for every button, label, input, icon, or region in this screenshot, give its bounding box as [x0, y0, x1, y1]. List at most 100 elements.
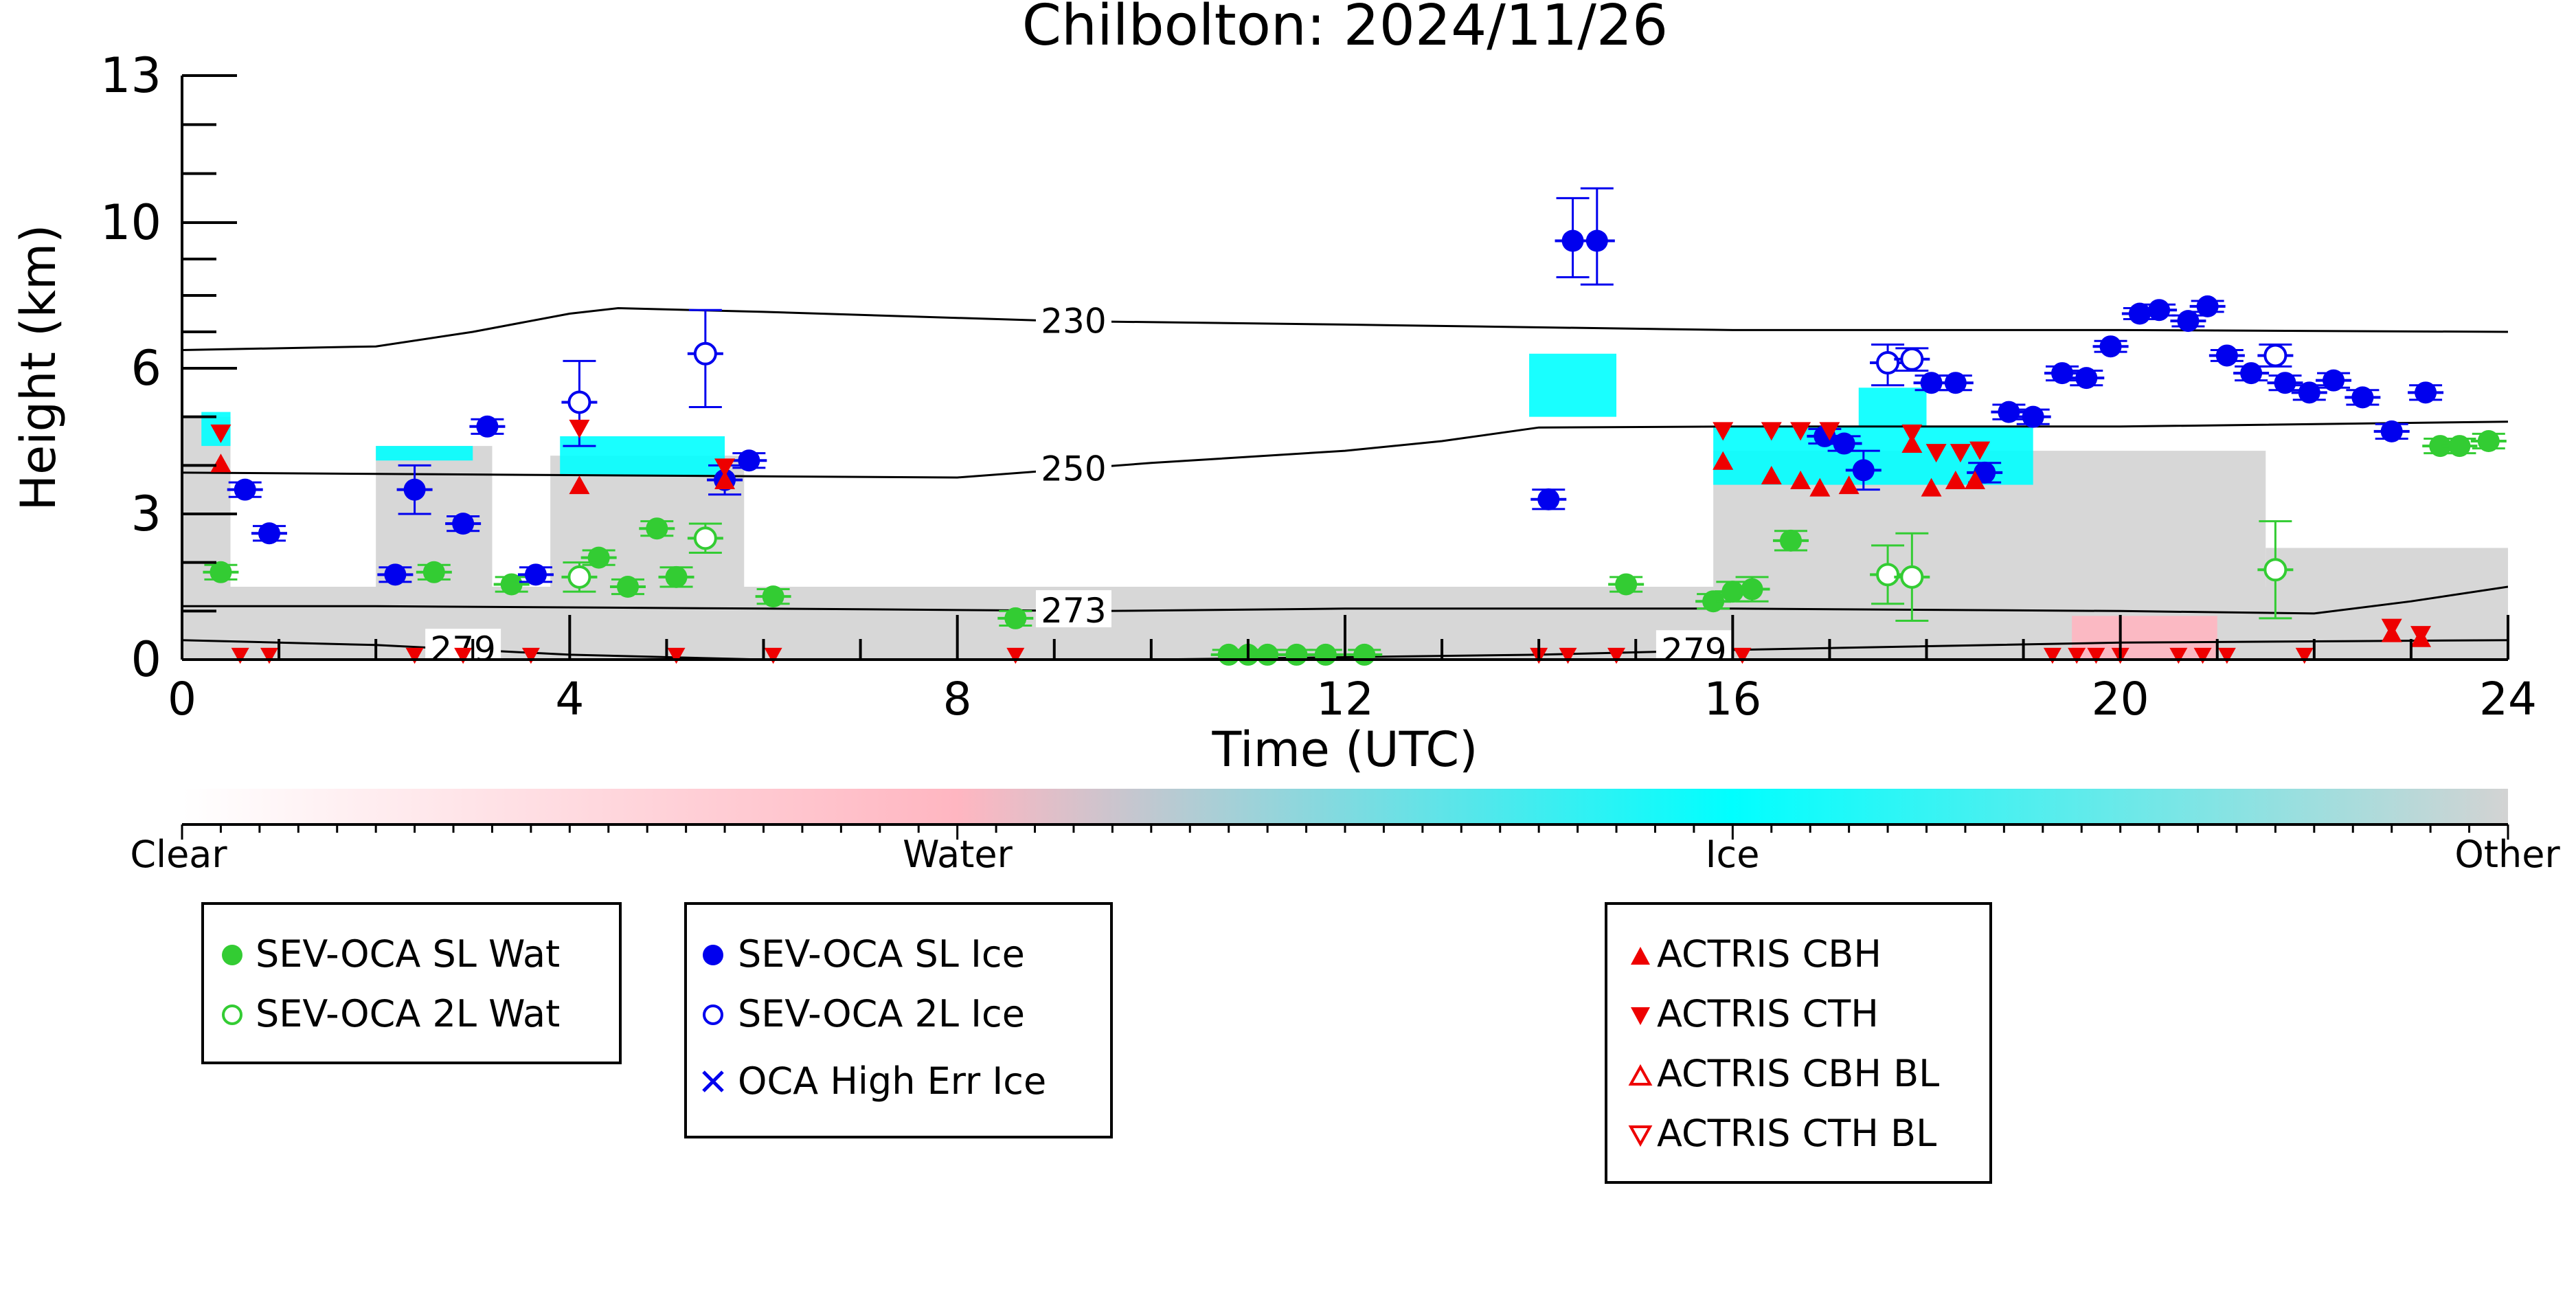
x-tick-label: 0: [168, 673, 196, 726]
legend-marker-2l-ice: [703, 1004, 723, 1025]
data-point: [1809, 478, 1831, 497]
data-point: [2448, 435, 2471, 458]
y-axis-ticks: 0 3 6 10 13: [100, 47, 237, 688]
legend-water-frame: [201, 902, 622, 1064]
legend-label-cbh-bl: ACTRIS CBH BL: [1657, 1052, 1939, 1095]
x-axis-ticks: 0 4 8 12 16 20 24: [168, 615, 2537, 726]
data-point: [1921, 478, 1942, 497]
contour-label-250: 250: [1041, 449, 1106, 489]
data-point: [2169, 647, 2188, 664]
data-point: [1741, 578, 1763, 600]
data-point: [2263, 344, 2287, 368]
data-point: [567, 565, 591, 589]
data-point: [1607, 647, 1626, 664]
data-point: [2043, 647, 2061, 664]
data-point: [714, 458, 736, 478]
legend-label-cbh: ACTRIS CBH: [1657, 932, 1882, 976]
data-point: [452, 513, 475, 535]
contour-label-bg-230: [1035, 300, 1111, 338]
data-point: [234, 478, 256, 501]
x-axis-label: Time (UTC): [1212, 721, 1478, 778]
y-tick-label: 10: [100, 194, 161, 251]
data-point: [738, 449, 760, 472]
data-point: [2429, 435, 2452, 458]
x-tick-label: 16: [1704, 673, 1761, 726]
legend-marker-sl-ice: [703, 945, 723, 965]
data-point: [1900, 565, 1924, 589]
data-point: [1998, 401, 2020, 423]
contour-label-bg-279: [1656, 630, 1732, 660]
data-point: [1721, 581, 1744, 603]
data-point: [2477, 430, 2500, 452]
data-point: [1779, 529, 1802, 552]
data-point: [1537, 488, 1560, 510]
legend-actris-frame: [1605, 902, 1992, 1184]
data-point: [2215, 344, 2238, 367]
legend-marker-2l-wat: [222, 1004, 242, 1025]
series-sev-oca-2l-ice: [561, 308, 2294, 447]
series-sev-oca-sl-ice: [227, 187, 2444, 586]
bg-cloud-22h: [2266, 548, 2508, 587]
data-point: [2148, 299, 2171, 322]
data-point: [1353, 643, 1376, 666]
data-point: [258, 522, 280, 545]
legend-label-sl-ice: SEV-OCA SL Ice: [738, 932, 1025, 976]
legend-label-2l-wat: SEV-OCA 2L Wat: [256, 992, 560, 1035]
data-point: [1285, 643, 1308, 666]
colorbar-label-water: Water: [903, 833, 1013, 876]
x-tick-label: 4: [555, 673, 584, 726]
data-point: [1733, 647, 1752, 664]
data-point: [1713, 422, 1734, 441]
data-point: [1314, 643, 1337, 666]
legend-label-high-err-ice: OCA High Err Ice: [738, 1059, 1046, 1103]
data-point: [693, 526, 717, 550]
legend-marker-cth-bl: [1628, 1125, 1653, 1147]
x-tick-label: 24: [2479, 673, 2537, 726]
series-actris-cth: [210, 419, 2432, 645]
data-point: [2410, 626, 2432, 645]
data-point: [2193, 647, 2212, 664]
x-tick-label: 8: [943, 673, 972, 726]
data-point: [2075, 367, 2098, 390]
data-point: [405, 647, 424, 664]
colorbar-label-clear: Clear: [130, 833, 227, 876]
x-tick-label: 12: [1316, 673, 1374, 726]
legend-marker-sl-wat: [222, 945, 242, 965]
data-point: [2099, 335, 2122, 358]
y-tick-label: 6: [131, 340, 161, 396]
data-point: [210, 424, 231, 443]
colorbar-ticks: [181, 824, 2509, 840]
legend-label-cth: ACTRIS CTH: [1657, 992, 1879, 1035]
data-point: [1876, 351, 1900, 375]
data-point: [567, 390, 591, 414]
legend-marker-cbh-bl: [1628, 1064, 1653, 1086]
legend-marker-cbh: [1631, 947, 1650, 965]
data-point: [1761, 422, 1782, 441]
data-point: [1901, 424, 1923, 443]
data-point: [616, 576, 639, 598]
colorbar-gradient: [182, 789, 2508, 823]
x-tick-label: 20: [2092, 673, 2149, 726]
data-point: [1833, 432, 1855, 455]
contour-line-230: [182, 306, 2508, 351]
data-point: [1819, 422, 1840, 441]
legend-label-2l-ice: SEV-OCA 2L Ice: [738, 992, 1025, 1035]
data-point: [1790, 471, 1811, 490]
data-point: [587, 546, 610, 569]
data-point: [454, 647, 473, 664]
legend-marker-cth: [1631, 1007, 1650, 1025]
data-point: [2217, 647, 2236, 664]
data-point: [2298, 381, 2320, 404]
data-point: [1702, 590, 1725, 613]
axes: 0 4 8 12 16 20 24 0 3 6 10 13: [100, 47, 2537, 726]
data-point: [2415, 381, 2437, 404]
colorbar-label-ice: Ice: [1706, 833, 1760, 876]
legend-ice-frame: [684, 902, 1113, 1138]
data-point: [1920, 372, 1943, 394]
bg-ice-4h: [560, 436, 725, 475]
data-point: [231, 647, 249, 664]
series-sev-oca-2l-wat: [561, 520, 2294, 622]
data-point: [384, 563, 407, 586]
data-point: [2196, 295, 2219, 317]
